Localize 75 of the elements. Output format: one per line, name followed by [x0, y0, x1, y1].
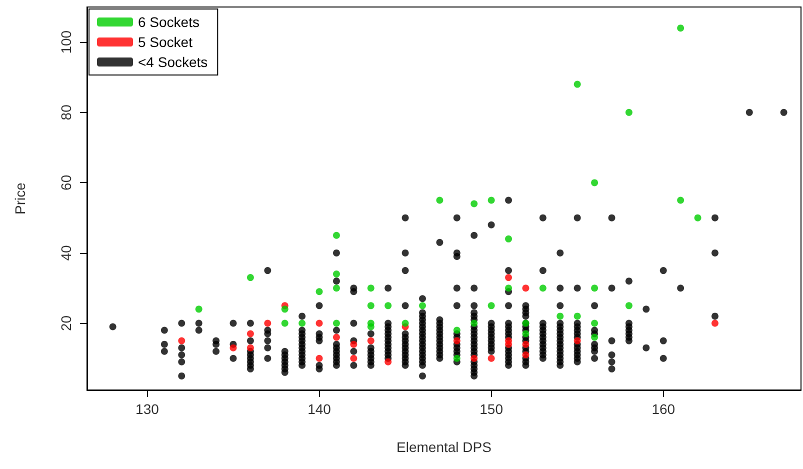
point: [384, 358, 392, 366]
legend-label: <4 Sockets: [138, 54, 208, 70]
point: [281, 306, 288, 313]
point: [505, 340, 512, 348]
point: [384, 302, 392, 310]
point: [694, 214, 702, 222]
legend-label: 5 Socket: [138, 34, 193, 50]
point: [281, 320, 288, 327]
point: [591, 334, 598, 341]
point: [625, 108, 632, 116]
point: [556, 312, 564, 320]
legend-label: 6 Sockets: [138, 14, 200, 30]
y-tick-label: 80: [58, 104, 74, 120]
point: [453, 354, 460, 362]
y-tick-label: 20: [58, 315, 74, 332]
point: [419, 302, 426, 310]
point: [436, 196, 444, 204]
point: [522, 340, 530, 348]
point: [402, 320, 409, 327]
point: [316, 288, 323, 296]
point: [195, 306, 202, 313]
y-axis-title: Price: [12, 182, 28, 214]
point: [350, 340, 358, 348]
point: [488, 354, 495, 362]
x-tick-label: 160: [652, 401, 676, 417]
point: [488, 302, 495, 310]
point: [298, 320, 306, 327]
point: [367, 284, 374, 292]
point: [453, 337, 460, 344]
point: [625, 302, 632, 310]
point: [264, 320, 272, 327]
point: [367, 323, 374, 330]
point: [711, 320, 718, 327]
point: [332, 284, 340, 292]
point: [470, 200, 478, 208]
point: [488, 196, 495, 204]
point: [677, 196, 684, 204]
point: [332, 270, 340, 278]
point: [178, 337, 186, 344]
point: [522, 330, 530, 338]
point: [246, 274, 254, 282]
y-tick-label: 60: [58, 174, 74, 190]
point: [574, 312, 581, 320]
y-tick-label: 100: [58, 30, 74, 54]
point: [246, 330, 254, 338]
point: [591, 320, 598, 327]
point: [574, 337, 581, 344]
point: [522, 284, 530, 292]
point: [470, 354, 478, 362]
point: [367, 337, 374, 344]
point: [505, 235, 512, 242]
point: [677, 24, 684, 32]
point: [470, 320, 478, 327]
x-tick-label: 140: [308, 401, 332, 417]
point: [505, 284, 512, 292]
point: [246, 344, 254, 352]
point: [591, 284, 598, 292]
y-tick-label: 40: [58, 244, 74, 261]
x-tick-label: 130: [136, 401, 160, 417]
point: [316, 320, 323, 327]
point: [591, 179, 598, 186]
point: [332, 320, 340, 327]
point: [574, 80, 581, 88]
point: [332, 334, 340, 341]
point: [505, 274, 512, 282]
point: [230, 344, 237, 352]
point: [539, 284, 546, 292]
point: [350, 354, 358, 362]
x-tick-label: 150: [480, 401, 504, 417]
point: [522, 351, 530, 358]
point: [453, 326, 460, 334]
x-axis-title: Elemental DPS: [396, 439, 492, 455]
point: [332, 232, 340, 239]
point: [367, 302, 374, 310]
point: [316, 354, 323, 362]
